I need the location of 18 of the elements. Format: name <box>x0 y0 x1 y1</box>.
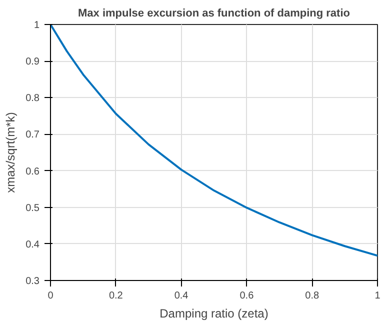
x-axis-title: Damping ratio (zeta) <box>160 306 268 320</box>
x-tick-label: 0.6 <box>240 290 254 302</box>
y-tick-label: 0.7 <box>26 130 40 141</box>
x-tick-label: 0 <box>48 290 54 302</box>
x-tick-label: 0.4 <box>174 290 189 302</box>
y-tick-label: 0.4 <box>26 239 40 250</box>
x-tick-label: 0.2 <box>108 290 124 302</box>
y-tick-label: 0.6 <box>26 166 40 178</box>
y-tick-label: 0.5 <box>26 202 40 214</box>
y-tick-label: 0.3 <box>26 276 40 287</box>
y-tick-label: 0.8 <box>26 93 40 104</box>
chart-title: Max impulse excursion as function of damping ratio <box>78 8 350 20</box>
y-tick-label: 1 <box>34 20 40 31</box>
y-axis-title: xmax/sqrt(m*k) <box>4 112 18 193</box>
x-tick-label: 0.8 <box>305 290 320 302</box>
x-tick-label: 1 <box>374 290 381 302</box>
line-series <box>50 24 378 257</box>
y-tick-label: 0.9 <box>26 56 40 68</box>
